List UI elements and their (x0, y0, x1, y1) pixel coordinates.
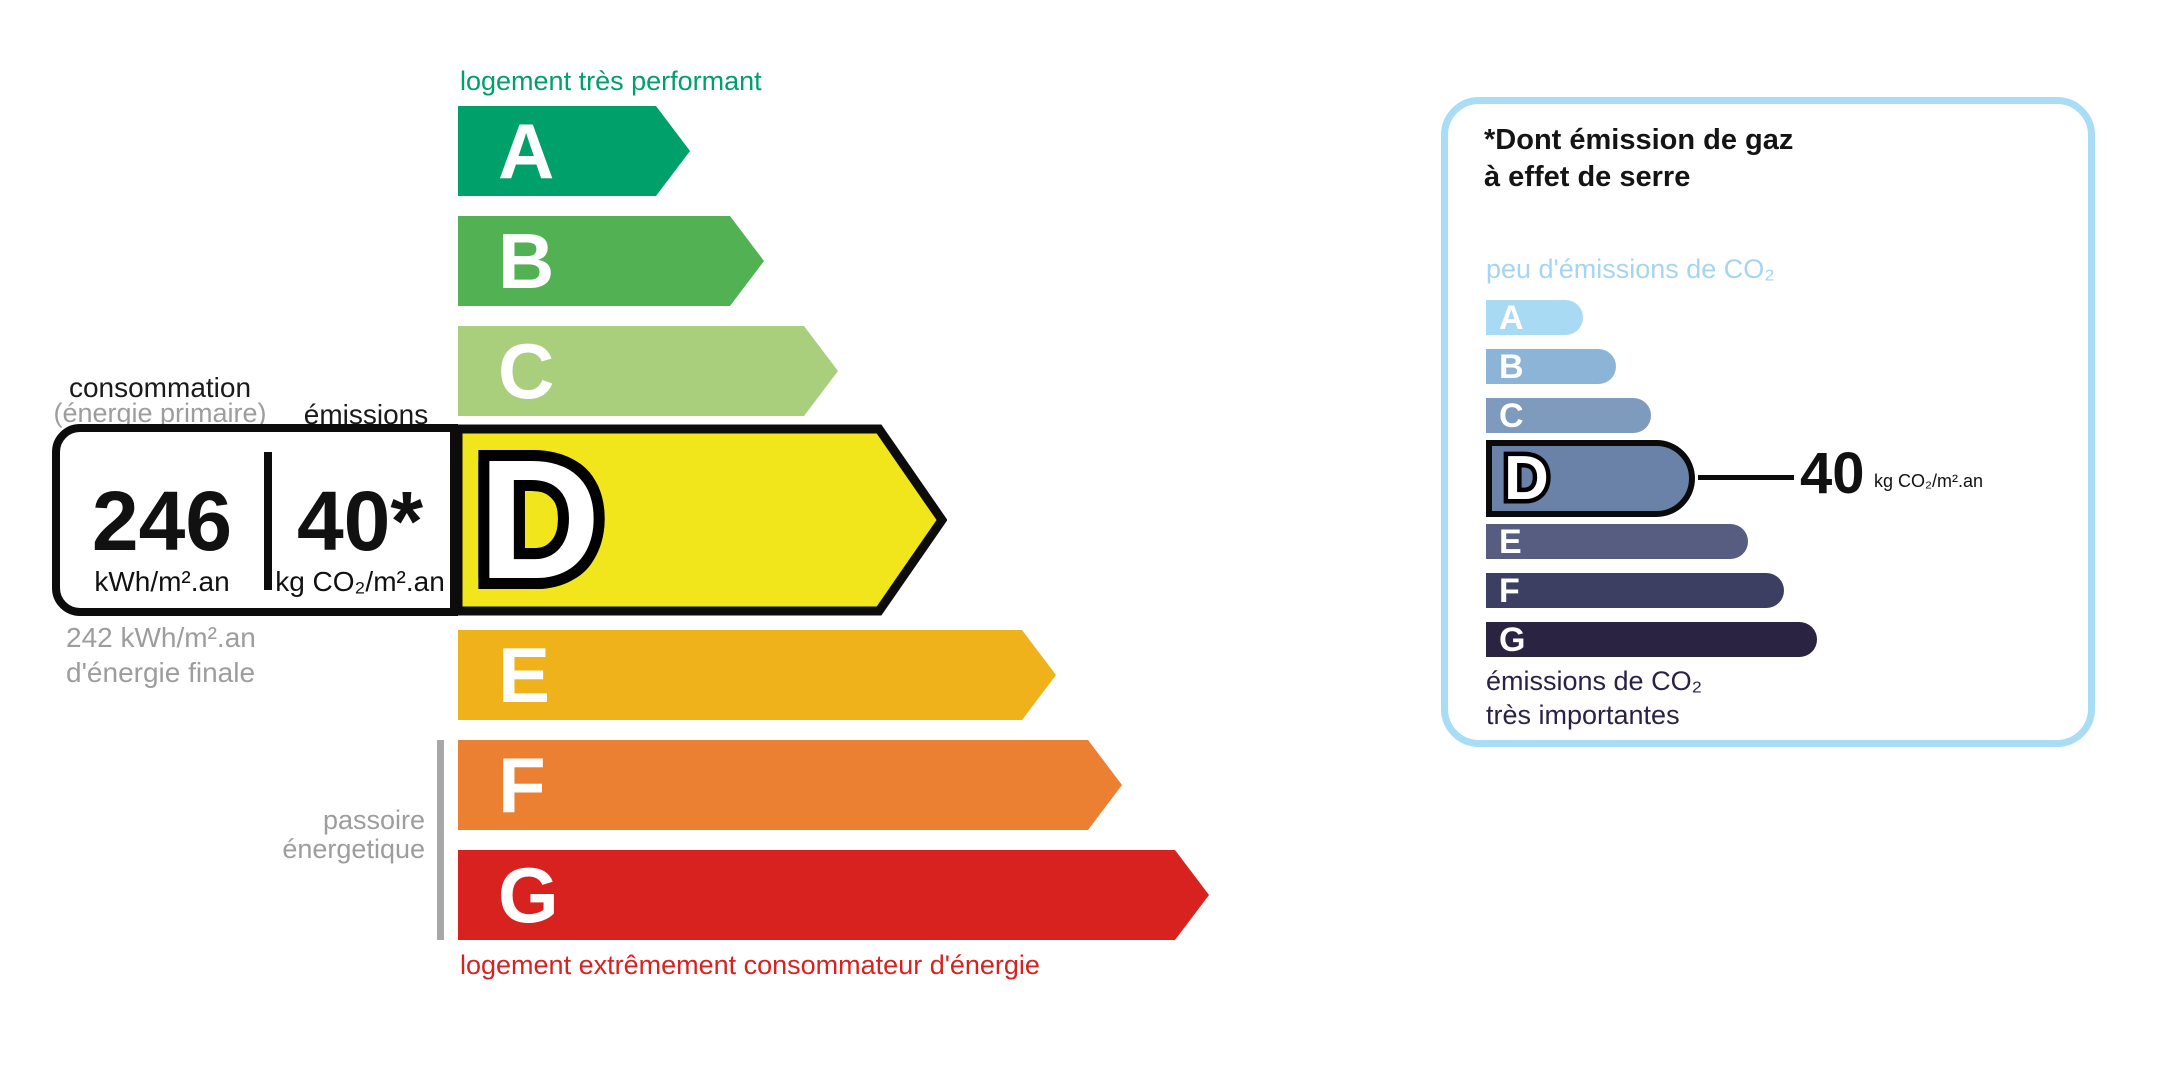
energy-scale-top-caption: logement très performant (460, 66, 762, 96)
consumption-header: consommation (68, 372, 252, 403)
co2-panel-title: *Dont émission de gaz à effet de serre (1484, 122, 1793, 196)
consumption-emissions-value-box (52, 424, 458, 616)
co2-bar-e: E (1486, 524, 1748, 559)
energy-sieve-line2: énergetique (282, 834, 425, 864)
emissions-unit: kg CO₂/m².an (275, 566, 445, 597)
co2-bar-a: A (1486, 300, 1583, 335)
energy-bar-d-arrow (458, 424, 947, 616)
energy-bar-c-letter: C (498, 327, 555, 415)
co2-bottom-caption-line1: émissions de CO₂ (1486, 666, 1703, 696)
energy-bar-c: C (458, 326, 838, 416)
co2-panel-title-line1: *Dont émission de gaz (1484, 124, 1794, 156)
emissions-value-group: 40* kg CO₂/m².an (272, 434, 448, 598)
co2-panel: *Dont émission de gaz à effet de serre p… (1441, 97, 2095, 747)
energy-bar-d-arrow-shape (458, 424, 947, 616)
energy-bar-e-letter: E (498, 631, 551, 719)
energy-bar-b-letter: B (498, 217, 555, 305)
energy-consumption-value-group: 246 kWh/m².an (62, 434, 262, 598)
co2-bar-c-letter: C (1499, 396, 1524, 435)
energy-sieve-bracket (437, 740, 444, 940)
co2-bar-b-letter: B (1499, 347, 1524, 386)
energy-bar-d-letter-fill: D (478, 425, 601, 615)
energy-bar-e: E (458, 630, 1056, 720)
co2-bottom-caption: émissions de CO₂ très importantes (1486, 664, 1702, 732)
co2-top-caption: peu d'émissions de CO₂ (1486, 254, 1775, 284)
energy-bar-g-letter: G (498, 851, 559, 939)
energy-sieve-label: passoire énergetique (225, 806, 425, 864)
co2-bar-a-letter: A (1499, 298, 1524, 337)
co2-value-connector-line (1698, 475, 1794, 480)
co2-bar-b: B (1486, 349, 1616, 384)
energy-bar-b: B (458, 216, 764, 306)
co2-panel-title-line2: à effet de serre (1484, 161, 1691, 193)
energy-bar-g: G (458, 850, 1209, 940)
energy-bar-d-letter: D D (467, 424, 612, 616)
energy-sieve-line1: passoire (322, 805, 425, 835)
energy-consumption-unit: kWh/m².an (94, 566, 230, 597)
co2-bar-e-letter: E (1499, 522, 1522, 561)
final-energy-line1: 242 kWh/m².an (66, 622, 256, 653)
energy-bar-a-letter: A (498, 107, 555, 195)
energy-bar-d-letter-outline: D (467, 424, 612, 616)
co2-value-unit: kg CO₂/m².an (1874, 471, 1984, 491)
co2-bar-g: G (1486, 622, 1817, 657)
co2-bar-f-letter: F (1499, 571, 1520, 610)
emissions-value: 40* (296, 474, 424, 569)
energy-consumption-value: 246 (91, 474, 233, 569)
value-box-divider (264, 452, 272, 590)
energy-bar-a: A (458, 106, 690, 196)
co2-bar-g-letter: G (1499, 620, 1526, 659)
final-energy-note: 242 kWh/m².an d'énergie finale (66, 620, 256, 690)
primary-energy-subheader: (énergie primaire) (53, 398, 267, 428)
co2-bar-f: F (1486, 573, 1784, 608)
energy-scale-bottom-caption: logement extrêmement consommateur d'éner… (460, 950, 1040, 980)
co2-bar-c: C (1486, 398, 1651, 433)
co2-value: 40 (1800, 441, 1865, 506)
co2-bar-d: D D (1486, 440, 1695, 517)
final-energy-line2: d'énergie finale (66, 657, 256, 688)
energy-bar-f-letter: F (498, 741, 546, 829)
co2-bar-d-letter-fill: D (1504, 443, 1549, 513)
co2-bar-d-letter-outline: D (1500, 443, 1554, 514)
co2-bottom-caption-line2: très importantes (1486, 700, 1680, 730)
energy-bar-f: F (458, 740, 1122, 830)
